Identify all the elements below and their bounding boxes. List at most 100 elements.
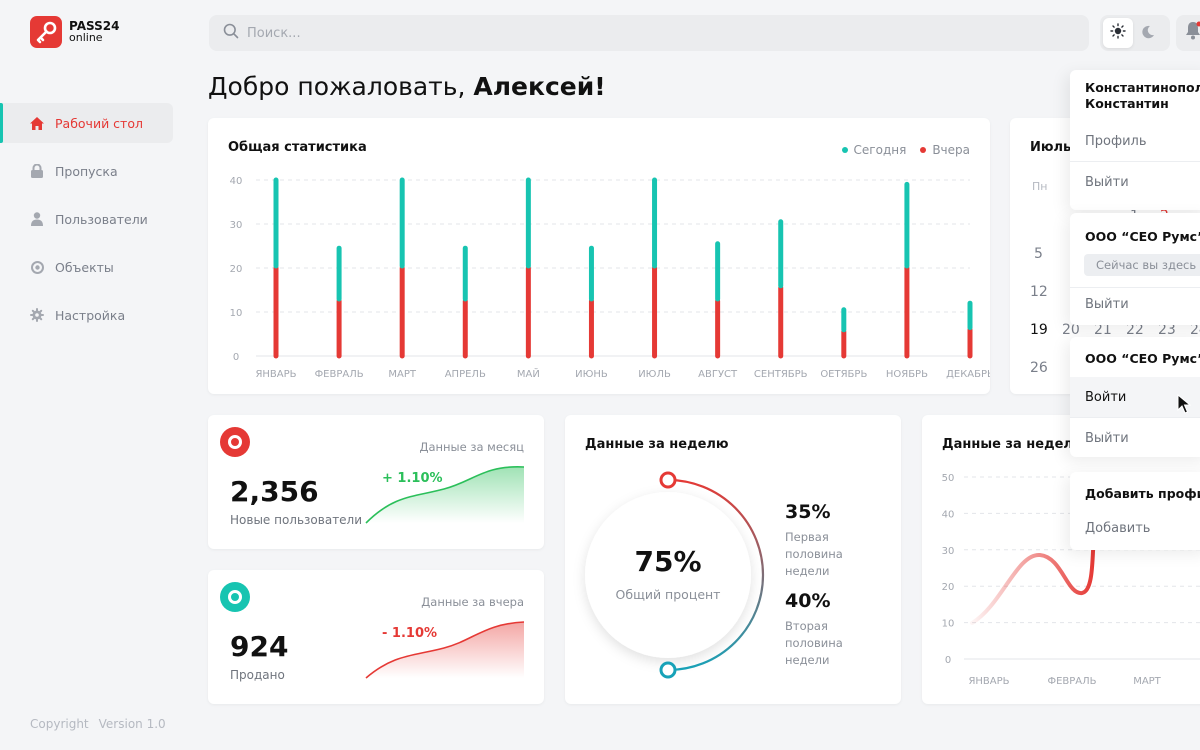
y-tick-label: 20 [230,264,243,275]
x-tick-label: ИЮЛЬ [638,369,671,380]
key-icon [30,16,62,48]
stat-value: 2,356 [230,475,319,508]
home-icon [30,116,44,130]
first-half-label: Первая половина недели [785,530,843,578]
x-tick-label: АПРЕЛЬ [445,369,486,380]
x-tick-label: НОЯБРЬ [886,369,928,380]
sidebar-item-passes[interactable]: Пропуска [0,151,188,191]
weekly-line-card: Данные за неделю 0 10 20 30 40 50 ЯНВАРЬ ФЕВРАЛ… [922,415,1200,704]
y-tick-label: 30 [942,546,955,557]
org-name: ООО “СЕО Румс” [1085,229,1200,244]
lock-icon [30,164,44,178]
sidebar-item-users[interactable]: Пользователи [0,199,188,239]
org-logout-link[interactable]: Выйти [1085,430,1129,446]
calendar-month: Июль [1030,140,1072,155]
new-users-card: Данные за месяц 2,356 Новые пользователи… [208,415,544,549]
sidebar-item-label: Пропуска [55,163,118,179]
second-half-value: 40% [785,590,831,612]
calendar-day[interactable]: 22 [1126,322,1144,338]
stat-value: 924 [230,630,289,663]
mouse-cursor-icon [1177,393,1192,418]
donut-label: Общий процент [615,587,721,602]
donut-gauge [585,471,765,679]
search-icon [223,23,239,43]
weekly-percent-card: Данные за неделю 75% Общий процент 35% П… [565,415,901,704]
object-icon [30,260,44,274]
current-location-badge: Сейчас вы здесь [1084,254,1200,276]
first-half-value: 35% [785,501,831,523]
ring-icon [228,435,242,449]
brand-name: PASS24 [69,19,120,33]
light-theme-button[interactable] [1103,18,1133,48]
y-tick-label: 0 [945,655,951,666]
add-button[interactable]: Добавить [1085,520,1151,536]
stat-label: Продано [230,668,285,682]
legend-dot [841,147,848,153]
moon-icon [1141,24,1155,43]
x-tick-label: ЯНВАРЬ [968,676,1009,687]
user-first-name: Алексей! [473,72,606,101]
stat-caption: Данные за месяц [419,440,524,454]
account-popover: КонстантинопольскийКонстантин Профиль Вы… [1070,70,1200,210]
org-name: ООО “СЕО Румс” [1085,351,1200,366]
org-popover-current: ООО “СЕО Румс” Сейчас вы здесь Выйти [1070,213,1200,325]
add-profile-popover: Добавить профиль Добавить [1070,472,1200,550]
stat-delta: - 1.10% [382,626,438,641]
notifications-button[interactable] [1176,15,1200,51]
chart-legend: Сегодня Вчера [828,143,970,157]
calendar-day[interactable]: 21 [1094,322,1112,338]
calendar-day[interactable]: 19 [1030,322,1048,338]
sidebar-footer: Copyright Version 1.0 [30,717,166,731]
overall-stats-card: Общая статистика Сегодня Вчера 0 10 20 30 40… [208,118,990,394]
sidebar-nav: Рабочий стол Пропуска Пользователи Объек… [0,103,188,343]
sidebar-item-dashboard[interactable]: Рабочий стол [0,103,173,143]
calendar-day[interactable]: 26 [1030,360,1048,376]
theme-switcher [1100,15,1170,51]
y-tick-label: 0 [233,352,239,363]
calendar-day[interactable]: 23 [1158,322,1176,338]
calendar-day[interactable]: 24 [1190,322,1200,338]
sparkline-green [365,466,525,524]
profile-link[interactable]: Профиль [1085,133,1147,149]
stat-caption: Данные за вчера [421,595,524,609]
legend-item-today: Сегодня [841,143,906,157]
stat-icon [220,582,250,612]
calendar-day[interactable]: 20 [1062,322,1080,338]
sold-card: Данные за вчера 924 Продано - 1.10% [208,570,544,704]
dark-theme-button[interactable] [1133,18,1163,48]
card-title: Данные за неделю [942,437,1086,452]
copyright-text: Copyright [30,717,89,731]
x-tick-label: МАРТ [1133,676,1161,687]
search-input[interactable] [247,25,847,41]
search-bar[interactable] [209,15,1089,51]
y-tick-label: 30 [230,220,243,231]
line-chart: 0 10 20 30 40 50 ЯНВАРЬ ФЕВРАЛЬ МАРТ [942,473,1200,687]
divider [1070,417,1200,418]
x-tick-label: ФЕВРАЛЬ [315,369,364,380]
x-tick-label: АВГУСТ [698,369,738,380]
sidebar-item-settings[interactable]: Настройка [0,295,188,335]
x-tick-label: МАРТ [388,369,416,380]
stat-icon [220,427,250,457]
divider [1070,287,1200,288]
add-profile-title: Добавить профиль [1085,486,1200,501]
weekday-label: Пн [1032,180,1048,193]
x-tick-label: ЯНВАРЬ [255,369,296,380]
x-tick-label: СЕНТЯБРЬ [754,369,808,380]
logo[interactable]: PASS24 online [30,16,119,48]
x-tick-label: МАЙ [517,367,540,380]
bar-chart: 0 10 20 30 40 ЯНВАРЬ ФЕВРАЛЬ МАРТ АПРЕЛЬ МАЙ ИЮНЬ И… [230,176,990,380]
calendar-day[interactable]: 5 [1034,246,1043,262]
bell-icon [1184,21,1200,45]
user-name: КонстантинопольскийКонстантин [1085,80,1200,111]
y-tick-label: 20 [942,582,955,593]
calendar-day[interactable]: 12 [1030,284,1048,300]
logout-link[interactable]: Выйти [1085,174,1129,190]
divider [1070,161,1200,162]
org-logout-link[interactable]: Выйти [1085,296,1129,312]
sidebar-item-objects[interactable]: Объекты [0,247,188,287]
y-tick-label: 40 [942,509,955,520]
x-tick-label: ОЕТЯБРЬ [820,369,867,380]
card-title: Данные за неделю [585,437,729,452]
sparkline-red [365,621,525,679]
